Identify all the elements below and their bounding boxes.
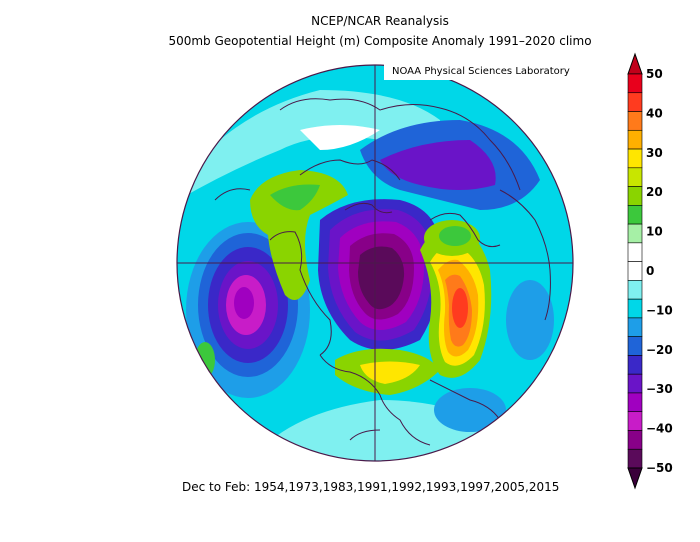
colorbar-segment [627,448,643,469]
colorbar-segment [627,430,643,450]
colorbar-segment [627,223,643,244]
colorbar-tick-label: 10 [646,225,663,239]
colorbar-segment [627,298,643,319]
colorbar-segment [627,148,643,169]
southeast-blue-lobe [434,388,506,432]
colorbar-segment [627,336,643,356]
colorbar-tick-label: −30 [646,382,673,396]
colorbar-segment [627,186,643,206]
colorbar-tick-label: 30 [646,146,663,160]
map-title: NCEP/NCAR Reanalysis [311,14,449,28]
colorbar-segment [627,167,643,187]
colorbar-segment [627,242,643,262]
credit-label: NOAA Physical Sciences Laboratory [384,64,580,80]
colorbar-segment [627,92,643,112]
colorbar-tick-label: −50 [646,461,673,475]
colorbar-tick-label: −40 [646,422,673,436]
east-blue-lobe [506,280,554,360]
colorbar-tick-label: −20 [646,343,673,357]
colorbar-max-arrow [627,52,643,75]
colorbar-tick-label: 40 [646,106,663,120]
purple-north-band [380,140,496,190]
colorbar-segment [627,392,643,413]
colorbar-segment [627,373,643,394]
season-caption: Dec to Feb: 1954,1973,1983,1991,1992,199… [182,480,560,494]
colorbar-segment [627,317,643,337]
colorbar-tick-label: 0 [646,264,654,278]
colorbar-segment [627,73,643,94]
colorbar-segment [627,129,643,150]
green-ridge-west [250,170,348,300]
colorbar-segment [627,111,643,131]
atlantic-ridge-core [452,288,468,328]
colorbar-segment [627,355,643,375]
colorbar-segment [627,205,643,225]
colorbar-segment [627,280,643,300]
colorbar-segment [627,261,643,281]
green-ridge-west-inner [270,184,320,211]
colorbar-min-arrow [627,467,643,490]
colorbar-tick-label: −10 [646,303,673,317]
colorbar-segment [627,411,643,431]
colorbar-tick-label: 20 [646,185,663,199]
scandinavia-green-inner [439,226,471,246]
coastlines [214,98,551,446]
polar-low-core [358,246,405,310]
white-zone [300,125,380,150]
map-subtitle: 500mb Geopotential Height (m) Composite … [168,34,592,48]
pacific-low-core [234,287,254,319]
colorbar-tick-label: 50 [646,67,663,81]
